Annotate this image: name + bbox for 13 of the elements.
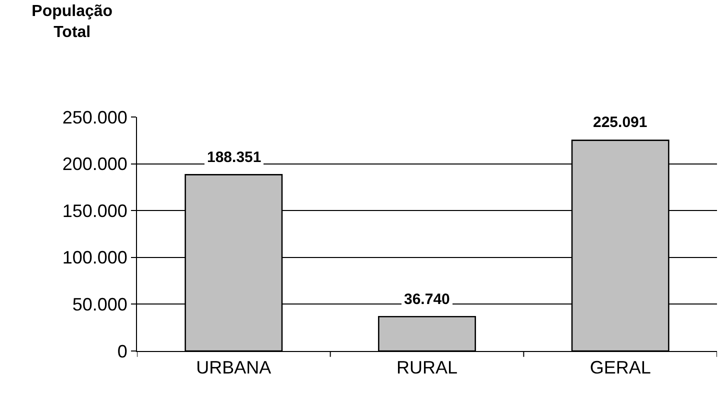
x-tick-label: RURAL bbox=[396, 358, 458, 378]
x-tick-label: URBANA bbox=[196, 358, 272, 378]
y-tick-label: 100.000 bbox=[62, 248, 128, 268]
data-label: 188.351 bbox=[207, 149, 262, 166]
chart-title: População Total bbox=[32, 3, 113, 41]
data-label: 225.091 bbox=[593, 114, 648, 131]
y-tick-label: 250.000 bbox=[62, 107, 128, 128]
y-tick-label: 150.000 bbox=[62, 200, 128, 221]
y-tick-label: 50.000 bbox=[72, 294, 128, 314]
x-tick-label: GERAL bbox=[590, 358, 651, 378]
y-tick-label: 200.000 bbox=[62, 154, 128, 174]
data-label: 36.740 bbox=[404, 291, 450, 308]
y-tick-label: 0 bbox=[117, 341, 128, 362]
